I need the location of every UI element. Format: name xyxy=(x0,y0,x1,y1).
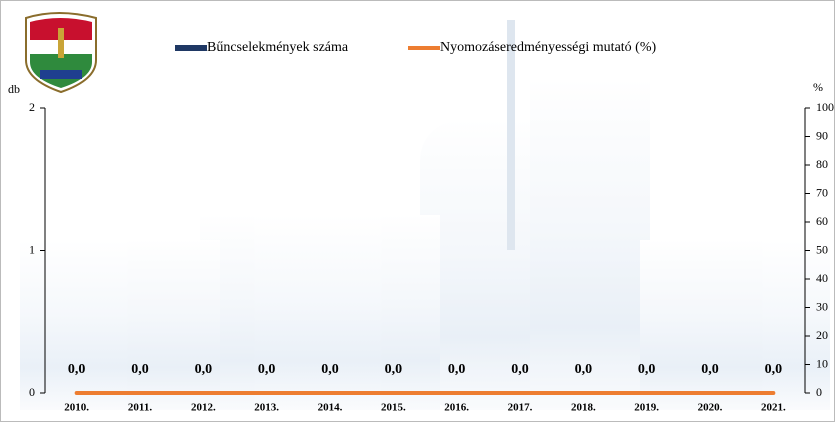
legend-label: Bűncselekmények száma xyxy=(207,40,349,55)
chart: Bűncselekmények száma Nyomozáseredményess… xyxy=(0,0,835,422)
y2-tick-label: 70 xyxy=(816,185,828,199)
x-tick-label: 2015. xyxy=(381,402,406,414)
y2-tick-label: 10 xyxy=(816,356,828,370)
data-label: 0,0 xyxy=(575,362,593,377)
x-tick-label: 2010. xyxy=(64,402,89,414)
x-tick-label: 2012. xyxy=(191,402,216,414)
x-tick-label: 2016. xyxy=(444,402,469,414)
y2-tick-label: 0 xyxy=(816,385,822,399)
data-label: 0,0 xyxy=(701,362,719,377)
x-tick-label: 2020. xyxy=(698,402,723,414)
data-label: 0,0 xyxy=(321,362,339,377)
y2-tick-label: 40 xyxy=(816,271,828,285)
data-label: 0,0 xyxy=(385,362,403,377)
x-tick-label: 2018. xyxy=(571,402,596,414)
x-tick-label: 2017. xyxy=(508,402,533,414)
data-label: 0,0 xyxy=(258,362,276,377)
logo xyxy=(26,13,96,92)
x-tick-label: 2011. xyxy=(128,402,152,414)
y2-tick-label: 30 xyxy=(816,299,828,313)
data-label: 0,0 xyxy=(638,362,656,377)
data-label: 0,0 xyxy=(68,362,86,377)
y2-tick-label: 80 xyxy=(816,157,828,171)
y-axis-label: db xyxy=(8,82,20,96)
y-tick-label: 1 xyxy=(29,242,35,256)
data-label: 0,0 xyxy=(448,362,466,377)
data-label: 0,0 xyxy=(511,362,529,377)
y2-axis-label: % xyxy=(813,80,823,94)
y2-tick-label: 50 xyxy=(816,242,828,256)
legend-label: Nyomozáseredményességi mutató (%) xyxy=(440,40,656,55)
y2-tick-label: 60 xyxy=(816,214,828,228)
y2-tick-label: 20 xyxy=(816,328,828,342)
data-label: 0,0 xyxy=(195,362,213,377)
x-tick-label: 2013. xyxy=(254,402,279,414)
y2-tick-label: 100 xyxy=(816,100,834,114)
data-label: 0,0 xyxy=(131,362,149,377)
legend-swatch xyxy=(175,45,207,51)
y2-tick-label: 90 xyxy=(816,128,828,142)
x-tick-label: 2019. xyxy=(634,402,659,414)
x-tick-label: 2014. xyxy=(318,402,343,414)
data-label: 0,0 xyxy=(765,362,783,377)
x-tick-label: 2021. xyxy=(761,402,786,414)
y-tick-label: 0 xyxy=(29,385,35,399)
y-tick-label: 2 xyxy=(29,100,35,114)
